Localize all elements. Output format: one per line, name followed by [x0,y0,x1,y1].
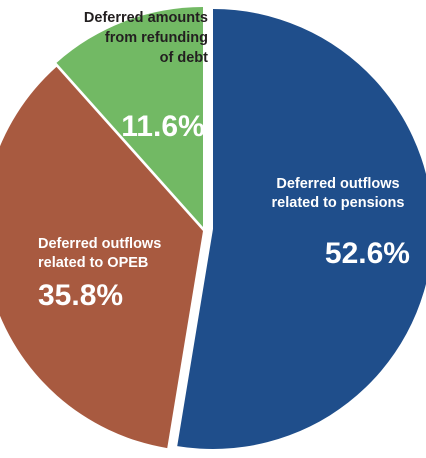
slice-pensions [177,9,426,449]
refunding-debt-label: Deferred amounts from refunding of debt [8,8,208,68]
refunding-debt-label-line-1: Deferred amounts [8,8,208,28]
slice-opeb-label-line-1: Deferred outflows [38,236,161,252]
refunding-debt-label-line-2: from refunding [8,28,208,48]
slice-pensions-label-line-1: Deferred outflows [276,176,399,192]
slice-opeb-label-line-2: related to OPEB [38,255,148,271]
slice-refunding-debt-value-label: 11.6% [121,110,204,143]
slice-pensions-value-label: 52.6% [325,237,410,270]
slice-opeb-value-label: 35.8% [38,279,123,312]
refunding-debt-label-line-3: of debt [8,48,208,68]
pie-slices [0,7,426,449]
slice-pensions-label-line-2: related to pensions [272,195,405,211]
